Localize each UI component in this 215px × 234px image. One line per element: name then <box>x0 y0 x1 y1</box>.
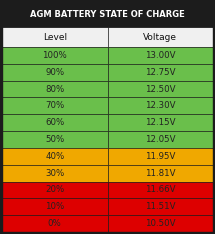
Bar <box>2 2 213 27</box>
Bar <box>108 148 213 165</box>
Text: 30%: 30% <box>45 169 64 178</box>
Bar <box>2 148 108 165</box>
Text: 12.75V: 12.75V <box>145 68 175 77</box>
Text: 60%: 60% <box>45 118 64 127</box>
Text: 0%: 0% <box>48 219 62 228</box>
Bar <box>108 114 213 131</box>
Text: 70%: 70% <box>45 101 64 110</box>
Bar <box>2 81 108 97</box>
Bar <box>2 182 108 198</box>
Bar <box>108 215 213 232</box>
Text: 12.15V: 12.15V <box>145 118 175 127</box>
Text: 100%: 100% <box>42 51 67 60</box>
Text: 12.05V: 12.05V <box>145 135 175 144</box>
Text: 11.66V: 11.66V <box>145 186 175 194</box>
Bar <box>2 27 108 47</box>
Bar <box>2 198 108 215</box>
Text: 50%: 50% <box>45 135 64 144</box>
Text: AGM BATTERY STATE OF CHARGE: AGM BATTERY STATE OF CHARGE <box>30 10 185 19</box>
Text: 12.50V: 12.50V <box>145 84 175 94</box>
Text: 20%: 20% <box>45 186 64 194</box>
Bar <box>108 198 213 215</box>
Text: Voltage: Voltage <box>143 33 177 41</box>
Bar <box>2 165 108 182</box>
Bar <box>108 97 213 114</box>
Text: 11.51V: 11.51V <box>145 202 175 211</box>
Text: 11.81V: 11.81V <box>145 169 175 178</box>
Text: 40%: 40% <box>45 152 64 161</box>
Text: Level: Level <box>43 33 67 41</box>
Text: 12.30V: 12.30V <box>145 101 175 110</box>
Text: 10%: 10% <box>45 202 64 211</box>
Bar <box>108 27 213 47</box>
Bar <box>108 182 213 198</box>
Bar <box>2 64 108 81</box>
Bar <box>108 64 213 81</box>
Bar <box>2 47 108 64</box>
Bar <box>2 131 108 148</box>
Bar <box>2 215 108 232</box>
Text: 13.00V: 13.00V <box>145 51 175 60</box>
Text: 90%: 90% <box>45 68 64 77</box>
Bar <box>108 81 213 97</box>
Bar <box>108 47 213 64</box>
Bar <box>2 97 108 114</box>
Text: 11.95V: 11.95V <box>145 152 175 161</box>
Bar <box>108 131 213 148</box>
Bar <box>108 165 213 182</box>
Text: 80%: 80% <box>45 84 64 94</box>
Text: 10.50V: 10.50V <box>145 219 175 228</box>
Bar <box>2 114 108 131</box>
